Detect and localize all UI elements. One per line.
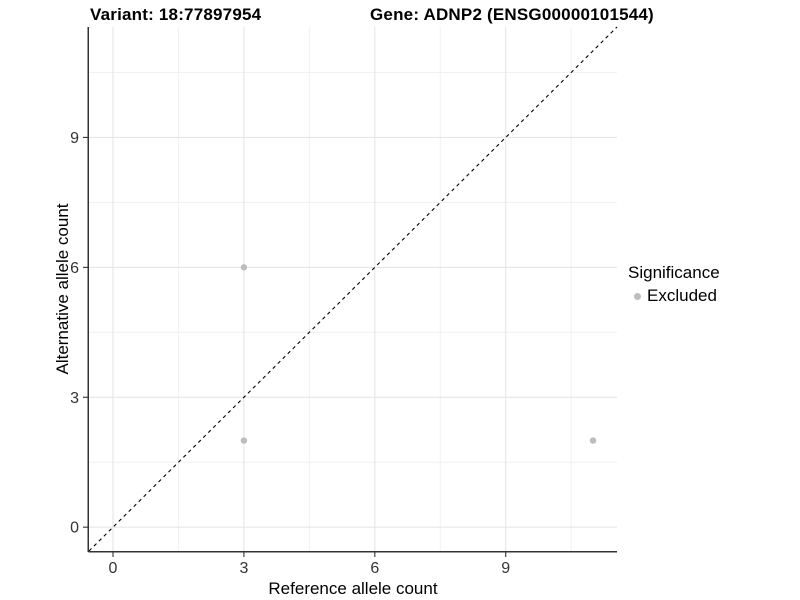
x-tick-label: 9 <box>501 560 510 577</box>
x-tick-label: 0 <box>109 560 118 577</box>
identity-dashed-line <box>88 26 618 552</box>
legend: Significance Excluded <box>628 263 720 306</box>
legend-title: Significance <box>628 263 720 282</box>
x-axis-title: Reference allele count <box>268 579 438 598</box>
plot-title-gene: Gene: ADNP2 (ENSG00000101544) <box>370 5 654 24</box>
data-point <box>589 437 597 444</box>
x-tick-label: 3 <box>239 560 248 577</box>
x-tick-label: 6 <box>370 560 379 577</box>
plot-title-variant: Variant: 18:77897954 <box>90 5 262 24</box>
y-axis-title: Alternative allele count <box>53 203 72 375</box>
y-tick-label: 6 <box>70 260 79 277</box>
legend-item-label: Excluded <box>647 286 717 305</box>
legend-key-dot-icon <box>634 293 641 300</box>
y-tick-label: 3 <box>70 390 79 407</box>
y-tick-label: 0 <box>70 520 79 537</box>
data-point <box>240 264 248 271</box>
y-tick-label: 9 <box>70 130 79 147</box>
data-point <box>240 437 248 444</box>
legend-item-excluded: Excluded <box>628 286 720 306</box>
